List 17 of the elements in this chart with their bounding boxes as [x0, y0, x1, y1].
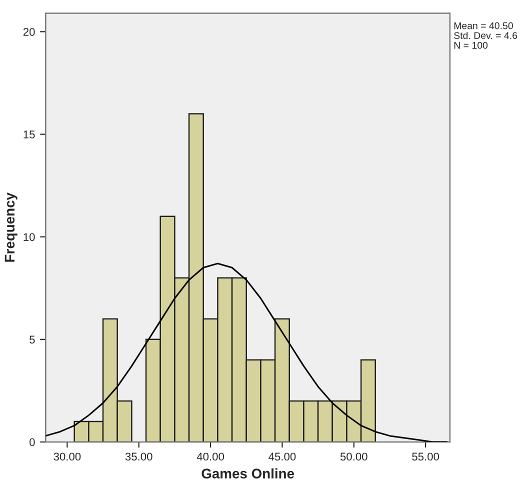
y-tick-label: 5 [30, 336, 35, 344]
x-tick-label: 50.00 [340, 452, 368, 461]
x-tick-label: 55.00 [412, 452, 440, 461]
x-tick-label: 45.00 [268, 452, 296, 461]
text: Mean = 40.50 [454, 22, 513, 30]
text: Std. Dev. = 4.6 [454, 32, 518, 39]
x-tick-label: 35.00 [125, 452, 152, 461]
text: N = 100 [454, 42, 488, 49]
y-tick-label: 20 [23, 28, 35, 36]
x-tick-label: 40.00 [196, 452, 224, 461]
x-axis-title: Games Online [202, 468, 294, 479]
y-tick-label: 0 [30, 438, 35, 446]
y-tick-label: 15 [24, 130, 35, 138]
x-tick-label: 30.00 [54, 452, 81, 461]
y-tick-label: 10 [24, 233, 35, 241]
line-series [46, 262, 448, 442]
y-axis-title: Frequency [4, 192, 18, 262]
